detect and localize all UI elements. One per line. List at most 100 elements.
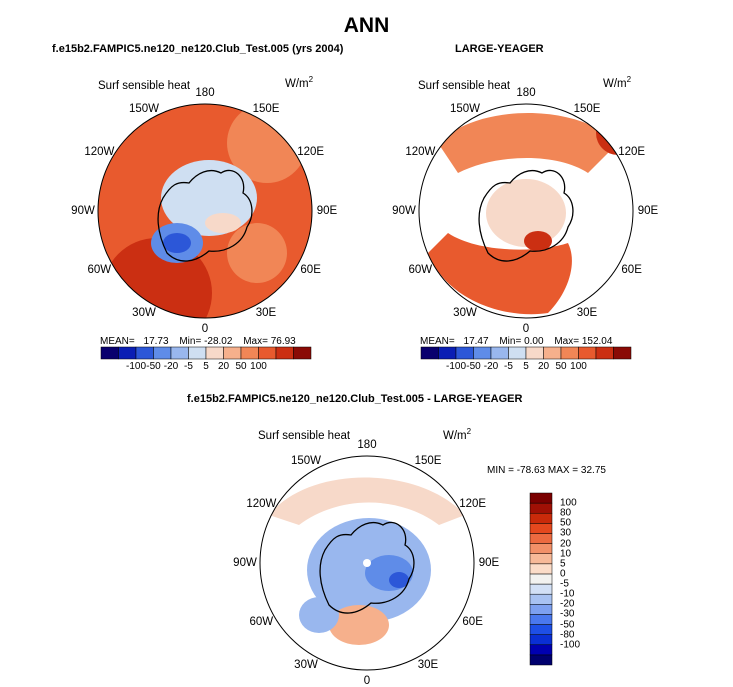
panel3-lon-label: 90E	[478, 557, 500, 569]
panel1-stats: MEAN= 17.73 Min= -28.02 Max= 76.93	[100, 336, 296, 347]
panel1-lon-label: 60W	[87, 264, 112, 276]
panel2-colorbar-swatch	[473, 346, 492, 360]
panel2-colorbar-tick: -5	[504, 361, 513, 372]
panel1-field-label: Surf sensible heat	[98, 80, 191, 92]
panel2-lon-label: 90E	[637, 205, 659, 217]
panel2-title: LARGE-YEAGER	[455, 43, 544, 55]
panel2-lon-label: 120W	[405, 146, 436, 158]
panel1-map-region	[102, 238, 212, 318]
panel1-mean-value: 17.73	[143, 336, 169, 347]
panel2-map-region	[524, 231, 552, 251]
panel2-lon-label: 60E	[621, 264, 642, 276]
panel2-lon-label: 0	[522, 323, 530, 335]
panel3-colorbar-swatch	[529, 492, 553, 504]
panel3-title: f.e15b2.FAMPIC5.ne120_ne120.Club_Test.00…	[187, 393, 523, 405]
panel2-lon-label: 30E	[576, 307, 598, 320]
panel1-colorbar-tick: 50	[235, 361, 247, 372]
panel1-colorbar-tick: -20	[163, 361, 179, 372]
panel3-units: W/m2	[443, 427, 472, 442]
panel2-units: W/m2	[603, 75, 632, 90]
panel1-colorbar-swatch	[188, 346, 207, 360]
panel1-map-region	[227, 223, 287, 283]
panel2-colorbar-swatch	[560, 346, 579, 360]
panel3-colorbar-swatch	[529, 604, 553, 615]
panel3-colorbar-tick: -10	[560, 588, 575, 600]
panel1-colorbar-swatch	[135, 346, 154, 360]
panel3-lon-label: 60W	[249, 616, 274, 628]
panel1-colorbar-swatch	[275, 346, 294, 360]
panel1-colorbar-swatch	[153, 346, 172, 360]
panel1-colorbar-tick: -5	[184, 361, 193, 372]
panel3-colorbar-swatch	[529, 654, 553, 666]
panel3-colorbar-tick: -5	[560, 578, 569, 590]
panel2-map-region	[438, 113, 618, 173]
panel3-colorbar-swatch	[529, 624, 553, 635]
panel3-colorbar-swatch	[529, 512, 553, 524]
panel3-colorbar-tick: -20	[560, 598, 575, 610]
panel3-polar-map	[259, 455, 475, 671]
panel1-colorbar-swatch	[205, 346, 224, 360]
panel2-colorbar-tick: -50	[466, 361, 481, 372]
panel2-map-region	[428, 233, 572, 315]
panel1-max-label: Max=	[243, 336, 268, 347]
panel3-lon-label: 60E	[462, 616, 483, 628]
panel3-colorbar-swatch	[529, 553, 553, 565]
panel2-min-label: Min=	[499, 336, 522, 347]
panel1-colorbar-swatch	[258, 346, 277, 360]
panel1-colorbar-swatch	[240, 346, 259, 360]
panel2-lon-label: 120E	[618, 146, 646, 158]
panel3-lon-label: 150E	[414, 454, 442, 467]
panel2-colorbar	[420, 346, 632, 360]
panel1-colorbar-tick: 100	[250, 361, 267, 372]
panel1-polar-map	[97, 103, 313, 319]
panel3-colorbar-swatch	[529, 593, 553, 605]
panel2-colorbar-tick: 5	[523, 361, 529, 372]
panel1-lon-label: 120E	[297, 146, 325, 158]
panel1-lon-label: 120W	[84, 146, 115, 158]
panel3-minmax: MIN = -78.63 MAX = 32.75	[487, 465, 606, 476]
panel3-colorbar-swatch	[529, 533, 553, 544]
panel2-lon-label: 90W	[392, 205, 416, 217]
panel1-colorbar-tick: 5	[203, 361, 209, 372]
panel3-colorbar	[529, 492, 553, 666]
panel3-colorbar-swatch	[529, 543, 553, 554]
panel2-lon-label: 30W	[453, 307, 477, 320]
panel1-colorbar-swatch	[223, 346, 242, 360]
panel1-min-label: Min=	[179, 336, 202, 347]
panel2-colorbar-swatch	[420, 346, 439, 360]
panel2-polar-map	[418, 103, 634, 319]
panel3-colorbar-swatch	[529, 523, 553, 534]
panel1-colorbar-swatch	[100, 346, 119, 360]
panel2-colorbar-tick: -100	[445, 361, 467, 372]
panel1-lon-label: 150E	[252, 102, 280, 115]
panel2-colorbar-swatch	[438, 346, 457, 360]
panel1-colorbar	[100, 346, 312, 360]
panel3-colorbar-tick: -80	[560, 629, 575, 641]
panel2-mean-value: 17.47	[463, 336, 489, 347]
panel3-colorbar-tick: 0	[560, 568, 566, 580]
panel1-map-boundary	[97, 103, 313, 319]
panel3-map-region	[299, 597, 339, 633]
panel2-colorbar-tick: 20	[537, 361, 550, 372]
panel3-colorbar-tick: -50	[560, 619, 575, 631]
panel3-map-region	[319, 521, 415, 614]
panel3-colorbar-swatch	[529, 563, 553, 575]
panel2-colorbar-swatch	[490, 346, 509, 360]
panel2-colorbar-swatch	[613, 346, 632, 360]
panel2-colorbar-tick: -20	[483, 361, 499, 372]
panel2-map-region	[486, 179, 566, 247]
panel3-lon-label: 90W	[233, 557, 257, 569]
panel3-colorbar-tick: -30	[560, 608, 575, 620]
panel2-colorbar-swatch	[508, 346, 527, 360]
panel1-mean-label: MEAN=	[100, 336, 135, 347]
panel1-colorbar-tick: 20	[217, 361, 230, 372]
panel1-lon-label: 30E	[255, 307, 277, 320]
panel3-colorbar-tick: 10	[560, 548, 572, 560]
panel1-title: f.e15b2.FAMPIC5.ne120_ne120.Club_Test.00…	[52, 43, 344, 55]
panel2-map-boundary	[418, 103, 634, 319]
panel2-colorbar-swatch	[578, 346, 597, 360]
panel2-mean-label: MEAN=	[420, 336, 455, 347]
panel1-colorbar-tick: -100	[125, 361, 147, 372]
panel2-max-label: Max=	[554, 336, 580, 347]
panel3-lon-label: 30E	[417, 659, 439, 672]
